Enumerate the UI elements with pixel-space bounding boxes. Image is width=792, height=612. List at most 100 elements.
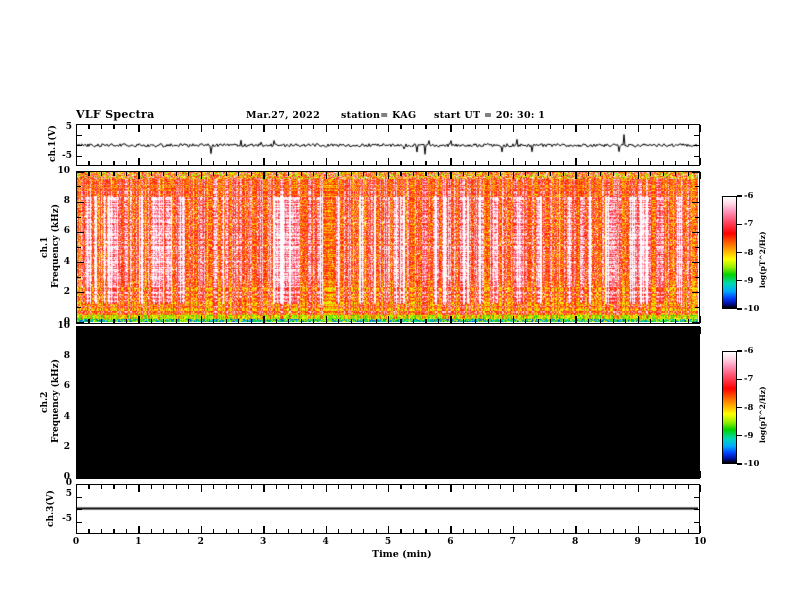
x-tick (450, 158, 452, 165)
x-tick (200, 485, 203, 492)
x-tick (412, 125, 415, 129)
x-tick (687, 474, 689, 478)
x-tick (325, 172, 327, 179)
x-tick (175, 161, 177, 165)
x-tick (550, 474, 552, 478)
x-tick (76, 471, 78, 478)
x-tick (250, 485, 252, 489)
x-tick (437, 319, 439, 323)
x-tick (213, 319, 215, 323)
x-tick (650, 161, 652, 165)
x-tick (687, 529, 689, 533)
x-tick (188, 485, 190, 489)
x-tick (263, 172, 265, 179)
x-tick (537, 172, 539, 176)
x-tick (388, 526, 390, 533)
x-tick (512, 526, 515, 533)
y-tick (692, 356, 699, 358)
y-tick (77, 496, 82, 498)
x-tick (637, 526, 639, 533)
y-tick (692, 171, 699, 173)
y-tick (77, 261, 84, 264)
x-tick (562, 474, 564, 478)
x-tick (213, 125, 215, 129)
x-tick (213, 161, 215, 165)
x-tick (687, 125, 689, 129)
colorbar-tick-label: -8 (744, 402, 754, 413)
x-tick (650, 485, 652, 489)
x-tick (400, 474, 402, 478)
x-tick (637, 471, 639, 478)
x-tick (288, 319, 290, 323)
x-tick (550, 529, 552, 533)
x-tick (163, 529, 165, 533)
x-tick (188, 172, 190, 176)
x-tick (625, 125, 627, 129)
x-tick (475, 172, 477, 176)
x-tick (100, 161, 103, 165)
x-tick (475, 125, 477, 129)
x-tick (450, 316, 452, 323)
x-tick (188, 474, 190, 478)
x-tick (462, 319, 464, 323)
y-tick (77, 155, 82, 157)
x-tick (100, 327, 103, 331)
x-tick (700, 172, 702, 179)
x-tick (425, 327, 427, 331)
x-tick (412, 161, 415, 165)
x-tick (587, 327, 589, 331)
x-tick (562, 172, 564, 176)
x-tick (113, 327, 115, 331)
x-tick (263, 526, 265, 533)
x-tick (462, 485, 464, 489)
y-tick (77, 145, 82, 147)
x-tick (225, 327, 227, 331)
x-tick (375, 319, 377, 323)
x-tick (487, 172, 489, 176)
x-tick (250, 327, 252, 331)
x-tick (300, 161, 302, 165)
x-tick (163, 172, 165, 176)
x-tick (275, 485, 277, 489)
x-tick (675, 161, 677, 165)
x-tick (313, 172, 315, 176)
colorbar-tick-label: -10 (744, 459, 760, 469)
y-tick (694, 134, 699, 136)
x-tick (537, 485, 539, 489)
x-tick (550, 319, 552, 323)
x-tick (175, 319, 177, 323)
x-tick (462, 529, 464, 533)
colorbar-tick (737, 435, 742, 437)
y-tick (77, 322, 84, 324)
x-tick (537, 474, 539, 478)
x-tick (238, 172, 240, 176)
x-tick (625, 161, 627, 165)
y-tick (692, 416, 699, 419)
x-tick (500, 327, 502, 331)
x-tick (400, 172, 402, 176)
y-tick (692, 322, 699, 324)
x-tick (313, 327, 315, 331)
x-tick (150, 319, 152, 323)
x-tick (350, 485, 352, 489)
ch3-ytick-neg5: -5 (62, 514, 72, 524)
x-tick (637, 158, 639, 165)
y-tick (77, 246, 81, 248)
x-tick (350, 319, 352, 323)
x-tick (500, 172, 502, 176)
x-tick (363, 485, 365, 489)
y-tick (77, 326, 84, 328)
x-tick (200, 526, 203, 533)
x-tick (687, 319, 689, 323)
x-tick (238, 319, 240, 323)
ch1-ytick-neg5: -5 (62, 151, 72, 161)
x-tick (238, 485, 240, 489)
x-tick (400, 327, 402, 331)
x-tick (325, 526, 327, 533)
x-tick (100, 529, 103, 533)
x-tick (200, 471, 203, 478)
x-tick (650, 327, 652, 331)
x-tick (450, 485, 452, 492)
x-tick (350, 172, 352, 176)
x-tick (238, 529, 240, 533)
